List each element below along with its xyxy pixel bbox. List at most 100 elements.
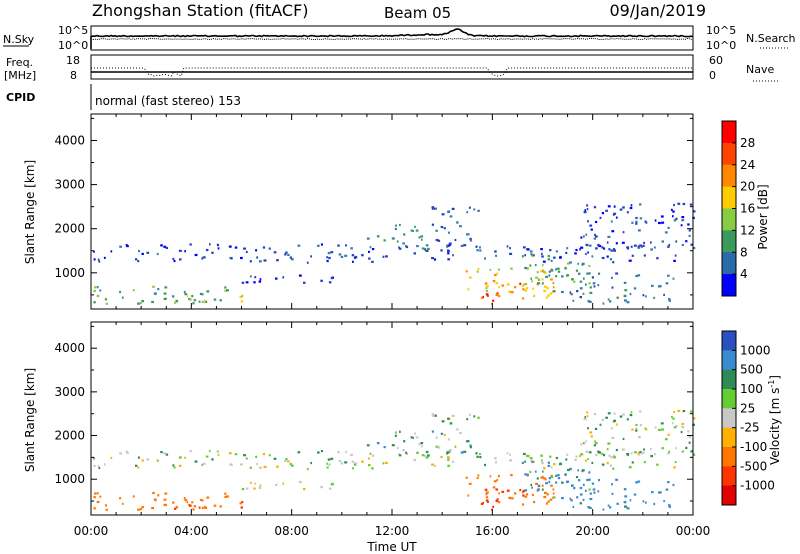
power-cell — [540, 270, 543, 273]
power-cell — [608, 248, 611, 251]
velocity-cell — [524, 495, 528, 498]
power-yticks: 4000 3000 2000 1000 — [54, 117, 693, 296]
velocity-colorbar-swatch — [722, 485, 736, 506]
power-cell — [479, 249, 482, 252]
power-cell — [607, 298, 610, 301]
power-cell — [289, 256, 292, 259]
power-cell — [637, 274, 641, 277]
power-cell — [677, 202, 681, 205]
power-colorbar-tick-label: 8 — [740, 245, 748, 259]
velocity-cell — [586, 411, 589, 414]
power-cell — [542, 269, 544, 272]
power-cell — [623, 281, 627, 284]
power-cell — [466, 233, 470, 236]
velocity-cell — [496, 478, 499, 481]
power-cell — [317, 244, 320, 247]
power-cell — [201, 293, 204, 296]
velocity-cell — [163, 503, 167, 507]
velocity-cell — [524, 489, 528, 492]
velocity-cell — [243, 454, 246, 457]
velocity-cell — [492, 505, 495, 508]
power-cell — [607, 205, 611, 208]
velocity-cell — [137, 508, 140, 511]
velocity-cell — [611, 492, 614, 495]
velocity-cell — [189, 504, 192, 507]
velocity-cell — [552, 488, 555, 491]
power-cell — [487, 294, 489, 297]
power-cell — [310, 255, 312, 258]
power-cell — [522, 283, 525, 286]
power-cell — [441, 213, 445, 216]
velocity-cell — [525, 493, 529, 496]
velocity-cell — [440, 455, 443, 459]
velocity-cell — [262, 453, 266, 456]
velocity-cell — [664, 438, 668, 441]
velocity-cell — [447, 456, 450, 459]
power-cell — [682, 202, 686, 206]
velocity-cell — [598, 479, 601, 482]
velocity-cell — [403, 440, 406, 443]
power-cell — [572, 299, 575, 302]
velocity-cell — [611, 483, 613, 486]
velocity-cell — [416, 451, 419, 454]
power-cell — [369, 246, 372, 249]
velocity-cell — [579, 486, 583, 490]
velocity-cell — [366, 444, 370, 447]
velocity-cell — [469, 444, 472, 447]
velocity-cell — [487, 500, 489, 503]
velocity-cell — [273, 457, 277, 460]
power-cell — [544, 271, 547, 274]
power-cell — [595, 235, 598, 238]
velocity-colorbar-swatch — [722, 369, 736, 390]
power-cell — [186, 295, 189, 298]
power-cell — [522, 288, 525, 291]
power-cell — [241, 281, 245, 284]
velocity-cell — [245, 487, 249, 490]
power-cell — [449, 215, 453, 218]
power-cell — [607, 235, 611, 238]
power-cell — [555, 275, 558, 278]
power-colorbar-tick-label: 4 — [740, 267, 748, 281]
velocity-colorbar-tick-label: 25 — [740, 401, 755, 415]
velocity-colorbar-tick-label: -1000 — [740, 479, 775, 493]
velocity-cell — [201, 499, 204, 502]
velocity-cell — [609, 464, 612, 467]
velocity-cell — [141, 506, 145, 509]
velocity-colorbar-tick-label: 1000 — [740, 343, 771, 357]
velocity-cell — [276, 465, 279, 468]
power-cell — [493, 273, 497, 277]
velocity-cell — [328, 487, 332, 490]
power-cell — [637, 246, 641, 249]
velocity-cell — [479, 452, 481, 456]
velocity-cell — [250, 481, 252, 484]
range-tick-label: 3000 — [54, 385, 85, 399]
velocity-cell — [635, 481, 638, 484]
power-cell — [496, 272, 499, 275]
power-cell — [413, 252, 416, 255]
power-cell — [584, 209, 587, 212]
velocity-cell — [573, 487, 576, 490]
velocity-cell — [580, 453, 584, 456]
velocity-colorbar-swatch — [722, 408, 736, 429]
power-cell — [434, 207, 437, 210]
power-cell — [595, 247, 598, 250]
power-cell — [495, 293, 499, 297]
velocity-cell — [192, 508, 195, 511]
velocity-cell — [607, 504, 610, 507]
velocity-cell — [141, 459, 144, 462]
velocity-colorbar-swatch — [722, 427, 736, 448]
power-cell — [580, 236, 583, 239]
power-cell — [524, 266, 527, 270]
velocity-cell — [369, 452, 372, 455]
power-cell — [245, 281, 249, 284]
velocity-cell — [509, 459, 513, 462]
power-cell — [588, 272, 591, 275]
velocity-cell — [595, 453, 598, 457]
power-cell — [179, 258, 182, 261]
velocity-cell — [338, 459, 342, 463]
power-cell — [531, 254, 534, 257]
velocity-cell — [492, 486, 496, 489]
power-cell — [204, 300, 208, 303]
velocity-colorbar-swatch — [722, 350, 736, 371]
velocity-cell — [466, 418, 469, 421]
